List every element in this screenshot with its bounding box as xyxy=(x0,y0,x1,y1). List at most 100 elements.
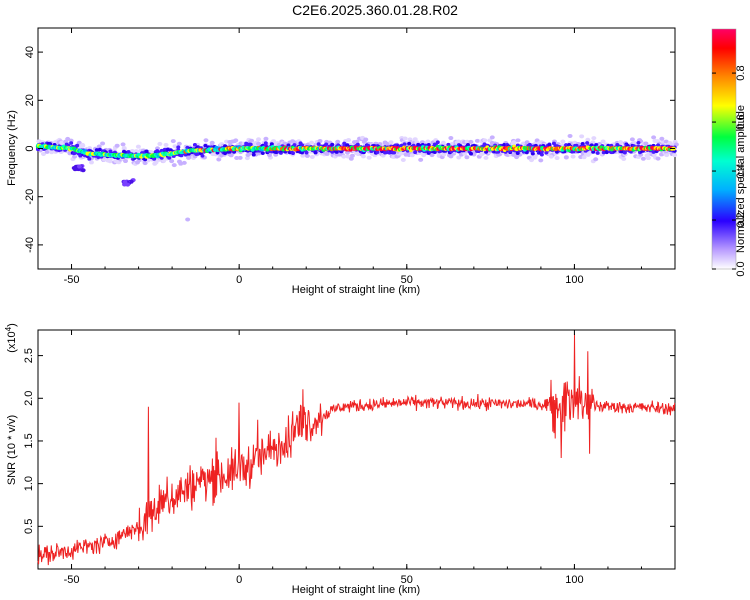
heatmap-cell xyxy=(345,154,351,159)
heatmap-cell xyxy=(233,138,239,143)
heatmap-cell xyxy=(585,137,591,142)
heatmap-cell xyxy=(80,142,86,147)
heatmap-cell xyxy=(263,136,269,141)
heatmap-cell xyxy=(324,151,330,156)
colorbar-tick-label: 0.2 xyxy=(735,212,747,227)
heatmap-cell xyxy=(651,135,657,140)
heatmap-cell xyxy=(651,150,656,154)
heatmap-cell xyxy=(412,137,418,142)
heatmap-cell xyxy=(176,141,182,146)
colorbar-tick-label: 0.4 xyxy=(735,163,747,178)
heatmap-marks xyxy=(35,133,679,222)
heatmap-cell xyxy=(544,150,549,155)
snr-ytick-label: 1.0 xyxy=(23,476,35,491)
heatmap-cell xyxy=(346,138,352,143)
heatmap-cell xyxy=(244,156,250,161)
snr-xtick-label: -50 xyxy=(64,574,80,586)
heatmap-cell xyxy=(94,148,99,152)
heatmap-cell xyxy=(474,138,480,143)
heatmap-cell xyxy=(394,154,400,159)
heatmap-cell xyxy=(195,152,200,156)
snr-xtick-label: 100 xyxy=(565,574,583,586)
heatmap-cell xyxy=(100,141,106,146)
heatmap-cell xyxy=(645,156,651,161)
heatmap-cell xyxy=(157,141,163,146)
heatmap-cell xyxy=(407,141,412,146)
heatmap-cell xyxy=(643,141,649,146)
heatmap-cell xyxy=(538,158,544,163)
heatmap-cell xyxy=(580,141,585,146)
heatmap-cell xyxy=(465,143,470,147)
heatmap-xtick-label: 50 xyxy=(401,274,413,286)
heatmap-cell xyxy=(256,137,262,142)
heatmap-cell xyxy=(144,149,149,154)
heatmap-cell xyxy=(363,137,369,142)
heatmap-cell xyxy=(581,155,587,160)
heatmap-cell xyxy=(313,150,318,155)
heatmap-cell xyxy=(348,156,354,161)
heatmap-cell xyxy=(96,155,101,159)
heatmap-cell xyxy=(183,152,188,157)
heatmap-ytick-label: -20 xyxy=(24,189,36,205)
heatmap-cell xyxy=(366,155,372,160)
heatmap-cell xyxy=(335,139,341,144)
colorbar-gradient xyxy=(711,28,737,270)
snr-ylabel: SNR (10 * v/v) xyxy=(6,415,18,485)
heatmap-cell xyxy=(135,144,141,149)
heatmap-cell xyxy=(290,151,295,155)
heatmap-cell xyxy=(304,150,309,155)
heatmap-cell xyxy=(384,142,390,147)
chart-title: C2E6.2025.360.01.28.R02 xyxy=(292,2,458,18)
heatmap-cell xyxy=(511,140,517,145)
heatmap-cell xyxy=(435,140,440,144)
heatmap-cell xyxy=(179,153,184,158)
heatmap-cell xyxy=(78,153,83,158)
colorbar: 0.0 0.2 0.4 0.6 0.8 Normalized spectral ampl… xyxy=(711,28,747,277)
heatmap-cell xyxy=(482,138,488,143)
heatmap-cell xyxy=(672,153,678,158)
heatmap-outlier xyxy=(122,179,128,184)
heatmap-cell xyxy=(629,137,635,142)
heatmap-cell xyxy=(591,150,596,154)
heatmap-cell xyxy=(360,154,366,159)
heatmap-cell xyxy=(344,150,350,155)
heatmap-cell xyxy=(76,140,82,145)
heatmap-cell xyxy=(349,153,355,158)
colorbar-label: Normalized spectral amplitude xyxy=(735,105,747,253)
heatmap-cell xyxy=(640,156,646,161)
snr-ytick-label: 2.5 xyxy=(23,348,35,363)
heatmap-cell xyxy=(621,156,627,161)
heatmap-cell xyxy=(448,154,454,159)
heatmap-cell xyxy=(590,140,596,145)
heatmap-cell xyxy=(402,136,408,141)
heatmap-cell xyxy=(464,139,470,144)
heatmap-cell xyxy=(548,154,554,159)
heatmap-cell xyxy=(122,159,128,164)
heatmap-cell xyxy=(216,157,222,162)
heatmap-cell xyxy=(251,152,256,157)
heatmap-cell xyxy=(88,160,94,165)
heatmap-ytick-label: -40 xyxy=(24,237,36,253)
heatmap-outlier xyxy=(185,217,191,222)
heatmap-cell xyxy=(636,140,641,145)
heatmap-cell xyxy=(539,152,544,157)
snr-exponent-label: (x104) xyxy=(4,323,18,353)
heatmap-cell xyxy=(200,153,205,158)
heatmap-cell xyxy=(489,135,495,140)
heatmap-cell xyxy=(282,141,288,146)
heatmap-cell xyxy=(402,142,407,146)
heatmap-cell xyxy=(595,151,600,155)
colorbar-tick-label: 0.0 xyxy=(735,261,747,276)
colorbar-tick-label: 0.8 xyxy=(735,65,747,80)
heatmap-cell xyxy=(483,155,489,160)
heatmap-cell xyxy=(304,153,310,158)
heatmap-cell xyxy=(274,150,279,155)
heatmap-cell xyxy=(618,140,624,145)
heatmap-cell xyxy=(341,154,347,159)
heatmap-cell xyxy=(468,139,474,144)
heatmap-cell xyxy=(418,157,424,162)
heatmap-cell xyxy=(59,140,65,145)
heatmap-cell xyxy=(162,147,167,152)
heatmap-cell xyxy=(560,139,566,144)
heatmap-cell xyxy=(355,142,360,147)
